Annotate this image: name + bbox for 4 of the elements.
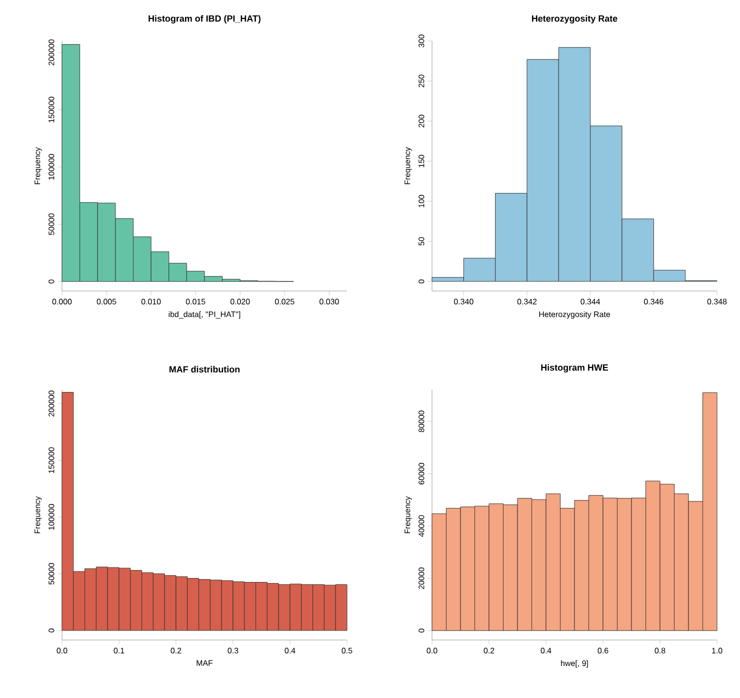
chart-title: Histogram of IBD (PI_HAT): [148, 15, 261, 24]
chart-title: MAF distribution: [169, 366, 240, 372]
chart-title: Heterozygosity Rate: [532, 15, 618, 24]
chart-title: Histogram HWE: [541, 364, 608, 373]
